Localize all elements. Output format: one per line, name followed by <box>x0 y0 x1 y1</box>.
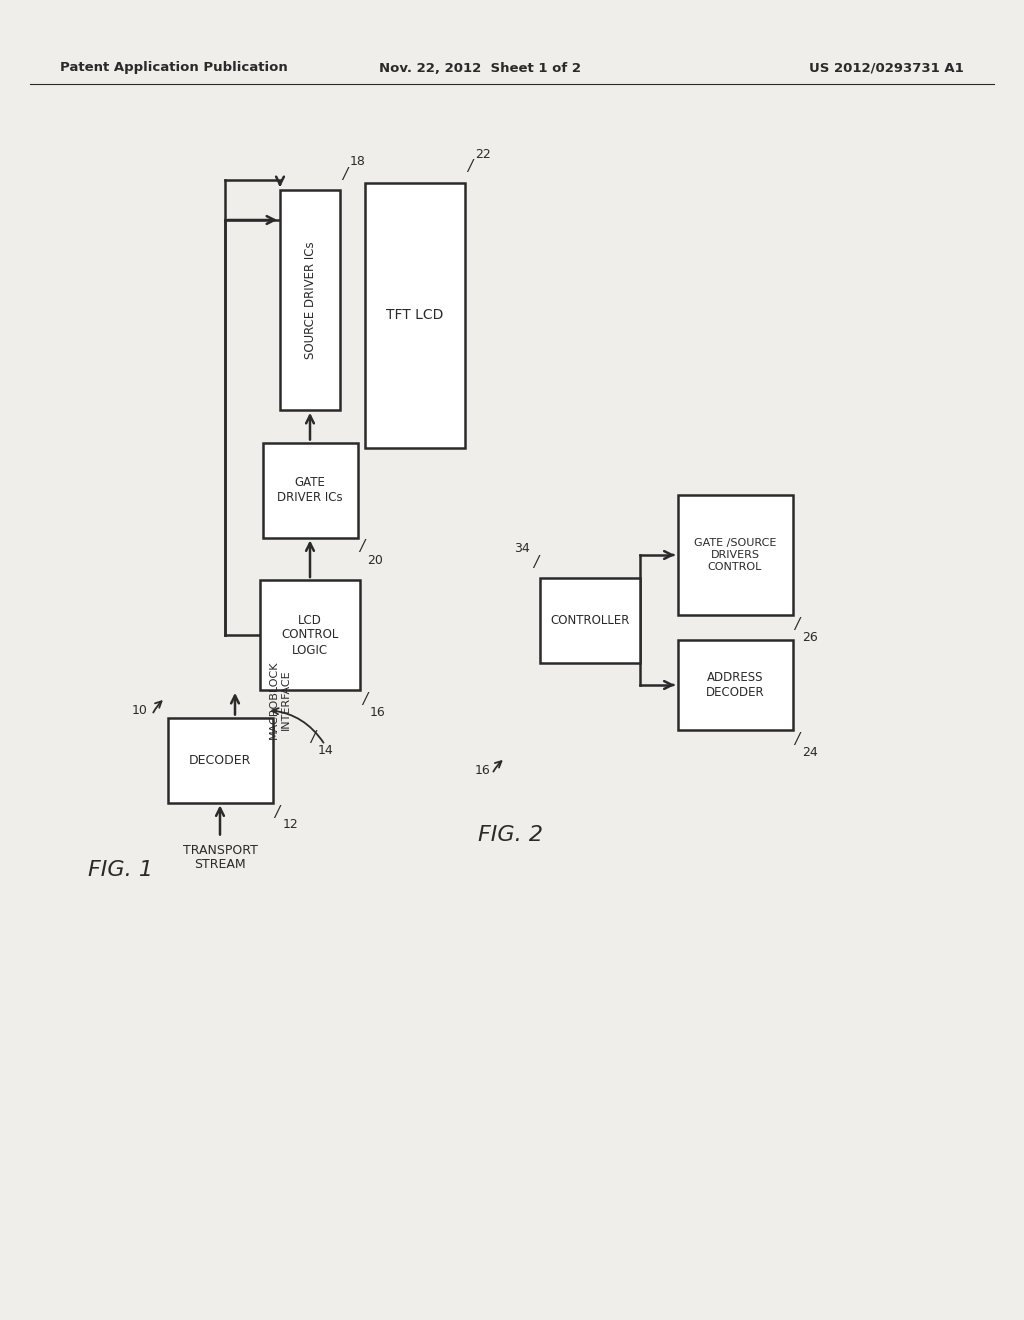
Bar <box>168 718 272 803</box>
Text: /: / <box>795 733 800 747</box>
Text: 16: 16 <box>370 706 386 719</box>
Text: 16: 16 <box>474 763 490 776</box>
Text: 10: 10 <box>132 704 148 717</box>
Text: CONTROLLER: CONTROLLER <box>550 614 630 627</box>
Text: LCD
CONTROL
LOGIC: LCD CONTROL LOGIC <box>282 614 339 656</box>
Text: 24: 24 <box>803 746 818 759</box>
Text: /: / <box>532 554 538 569</box>
Text: FIG. 1: FIG. 1 <box>87 861 153 880</box>
Text: /: / <box>362 692 368 708</box>
Text: MACROBLOCK
INTERFACE: MACROBLOCK INTERFACE <box>269 661 291 739</box>
Bar <box>260 579 360 690</box>
Text: US 2012/0293731 A1: US 2012/0293731 A1 <box>809 62 964 74</box>
Text: Nov. 22, 2012  Sheet 1 of 2: Nov. 22, 2012 Sheet 1 of 2 <box>379 62 581 74</box>
Bar <box>678 495 793 615</box>
Bar <box>262 442 357 537</box>
Text: ADDRESS
DECODER: ADDRESS DECODER <box>706 671 764 700</box>
Text: DECODER: DECODER <box>188 754 251 767</box>
Text: GATE
DRIVER ICs: GATE DRIVER ICs <box>278 477 343 504</box>
Text: FIG. 2: FIG. 2 <box>477 825 543 845</box>
Text: 18: 18 <box>350 154 366 168</box>
Bar <box>365 182 465 447</box>
Text: 14: 14 <box>318 744 334 756</box>
Text: 22: 22 <box>475 148 490 161</box>
Text: 26: 26 <box>803 631 818 644</box>
Text: TFT LCD: TFT LCD <box>386 308 443 322</box>
Text: TRANSPORT
STREAM: TRANSPORT STREAM <box>182 843 257 871</box>
Text: /: / <box>310 730 315 744</box>
Text: 12: 12 <box>283 818 298 832</box>
Text: 20: 20 <box>368 553 383 566</box>
Text: GATE /SOURCE
DRIVERS
CONTROL: GATE /SOURCE DRIVERS CONTROL <box>694 539 776 572</box>
Bar <box>280 190 340 411</box>
Text: Patent Application Publication: Patent Application Publication <box>60 62 288 74</box>
Text: /: / <box>274 804 280 820</box>
Text: /: / <box>467 160 472 174</box>
Text: 34: 34 <box>514 543 530 556</box>
Text: SOURCE DRIVER ICs: SOURCE DRIVER ICs <box>303 242 316 359</box>
Text: /: / <box>359 540 365 554</box>
Bar <box>540 578 640 663</box>
Bar <box>678 640 793 730</box>
Text: /: / <box>342 168 347 182</box>
Text: /: / <box>795 616 800 632</box>
